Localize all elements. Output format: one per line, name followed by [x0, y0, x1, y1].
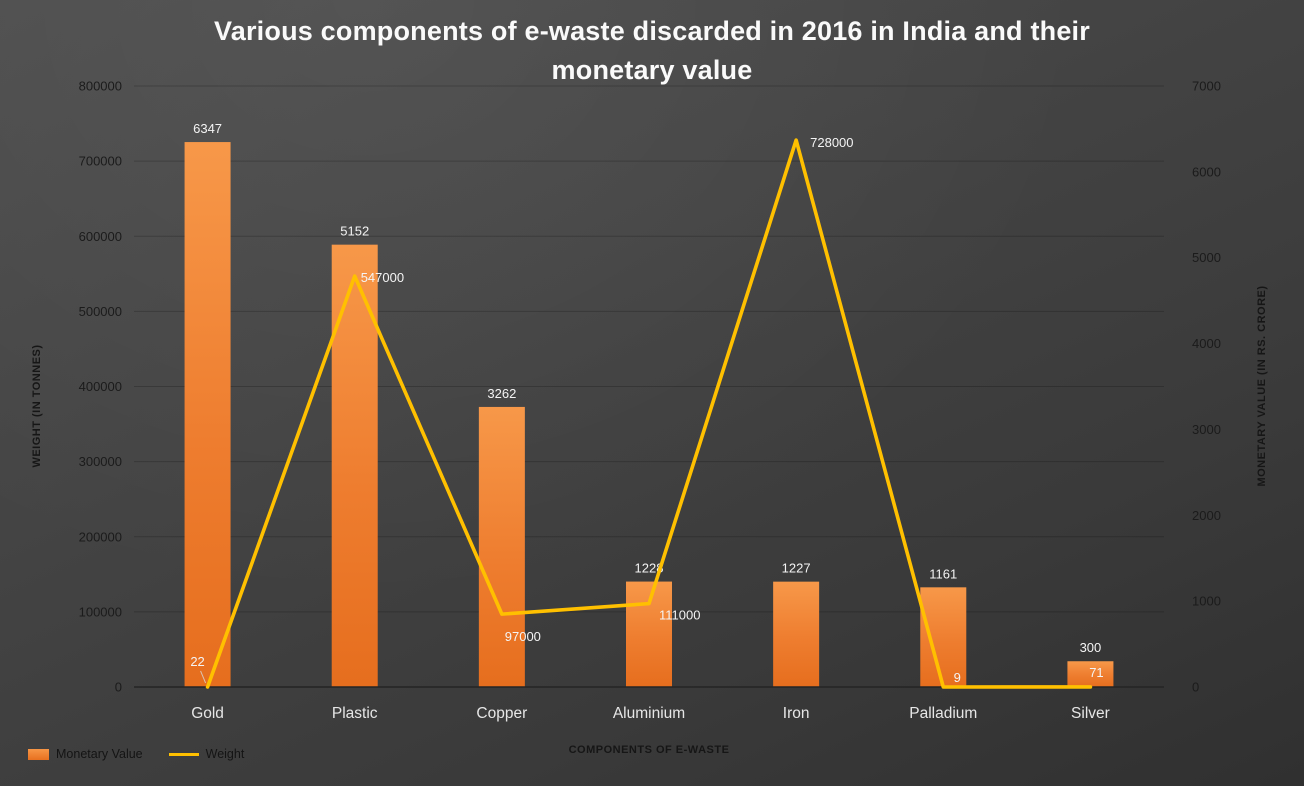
line-label-plastic: 547000 — [361, 270, 404, 285]
line-label-gold: 22 — [190, 654, 204, 669]
chart-title: Various components of e-waste discarded … — [0, 12, 1304, 90]
category-label-palladium: Palladium — [909, 705, 977, 722]
line-label-silver: 71 — [1089, 665, 1103, 680]
bar-swatch-icon — [28, 748, 49, 760]
bar-label-plastic: 5152 — [340, 224, 369, 239]
left-axis-tick: 100000 — [79, 604, 122, 619]
line-label-iron: 728000 — [810, 135, 853, 150]
category-label-aluminium: Aluminium — [613, 705, 685, 722]
left-axis-tick: 0 — [115, 680, 122, 695]
bar-iron — [773, 581, 820, 687]
chart-title-line1: Various components of e-waste discarded … — [214, 16, 1090, 46]
right-axis-tick: 6000 — [1192, 164, 1221, 179]
category-label-plastic: Plastic — [332, 705, 378, 722]
weight-line — [205, 138, 1093, 689]
right-axis-tick: 0 — [1192, 680, 1199, 695]
category-label-gold: Gold — [191, 705, 224, 722]
line-label-copper: 97000 — [505, 629, 541, 644]
bar-label-iron: 1227 — [782, 561, 811, 576]
bar-palladium — [920, 587, 967, 687]
category-label-copper: Copper — [476, 705, 527, 722]
bar-label-palladium: 1161 — [929, 566, 957, 581]
legend-label-monetary-value: Monetary Value — [56, 747, 143, 761]
category-label-silver: Silver — [1071, 705, 1110, 722]
right-axis-tick: 2000 — [1192, 508, 1221, 523]
right-axis-tick: 7000 — [1192, 79, 1221, 94]
bar-silver — [1067, 661, 1114, 687]
bar-label-aluminium: 1228 — [635, 561, 664, 576]
bar-copper — [478, 406, 525, 687]
chart-title-line2: monetary value — [551, 55, 753, 85]
bar-aluminium — [626, 581, 672, 687]
left-axis-tick: 400000 — [79, 379, 122, 394]
label-leader-line — [200, 670, 207, 684]
legend: Monetary Value Weight — [28, 747, 244, 761]
bar-label-gold: 6347 — [193, 121, 222, 136]
line-label-palladium: 9 — [954, 670, 961, 685]
legend-item-weight: Weight — [168, 747, 245, 761]
bar-label-copper: 3262 — [487, 386, 516, 401]
right-axis-tick: 5000 — [1192, 250, 1221, 265]
right-axis-tick: 1000 — [1192, 594, 1221, 609]
bar-gold — [184, 142, 231, 688]
left-axis-tick: 700000 — [79, 154, 122, 169]
right-axis-title: MONETARY VALUE (IN RS. CRORE) — [1256, 285, 1268, 487]
left-axis-title: WEIGHT (IN TONNES) — [31, 344, 43, 468]
left-axis-tick: 600000 — [79, 229, 122, 244]
line-label-aluminium: 111000 — [659, 608, 700, 623]
left-axis-tick: 300000 — [79, 454, 122, 469]
category-label-iron: Iron — [783, 705, 810, 722]
line-swatch-icon — [168, 752, 199, 756]
left-axis-tick: 200000 — [79, 529, 122, 544]
bar-label-silver: 300 — [1080, 640, 1102, 655]
x-axis-title: COMPONENTS OF E-WASTE — [568, 744, 730, 756]
legend-label-weight: Weight — [205, 747, 245, 761]
left-axis-tick: 800000 — [79, 79, 122, 94]
left-axis-tick: 500000 — [79, 304, 122, 319]
legend-item-monetary-value: Monetary Value — [28, 747, 143, 761]
right-axis-tick: 4000 — [1192, 336, 1221, 351]
right-axis-tick: 3000 — [1192, 422, 1221, 437]
